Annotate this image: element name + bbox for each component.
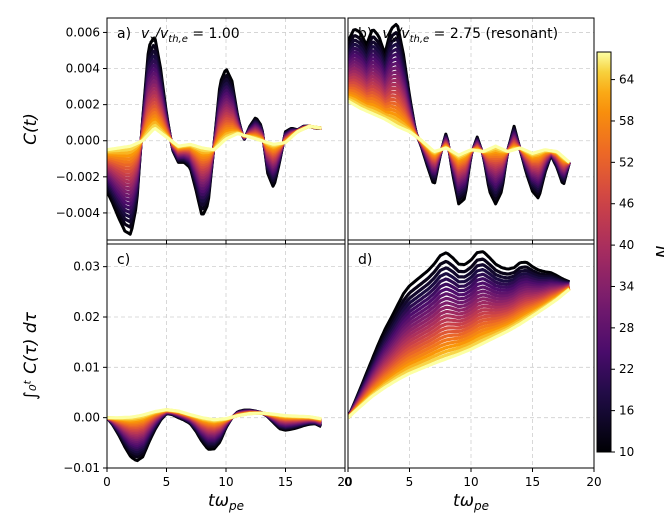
x-tick-label: 10 <box>463 475 478 489</box>
y-tick-label: 0.004 <box>66 62 100 76</box>
x-tick-label: 15 <box>525 475 540 489</box>
series-group <box>107 36 322 236</box>
y-tick-label: 0.006 <box>66 25 100 39</box>
x-axis-label: tωpe <box>208 491 244 513</box>
x-tick-label: 20 <box>586 475 601 489</box>
series-group <box>348 250 571 419</box>
y-tick-label: −0.01 <box>63 461 100 475</box>
series-line-N68 <box>348 288 571 419</box>
y-tick-label: 0.01 <box>73 360 100 374</box>
x-axis-label: tωpe <box>453 491 489 513</box>
x-tick-label: 0 <box>344 475 352 489</box>
x-tick-label: 10 <box>218 475 233 489</box>
series-line-N55 <box>348 286 571 419</box>
colorbar-tick-label: 40 <box>619 238 634 252</box>
y-tick-label: 0.03 <box>73 260 100 274</box>
series-group <box>348 23 571 206</box>
colorbar-tick-label: 16 <box>619 404 634 418</box>
x-tick-label: 5 <box>163 475 171 489</box>
colorbar-tick-label: 46 <box>619 197 634 211</box>
y-axis-label: C(t) <box>21 113 41 145</box>
panel-c: 0 5 10 15 20 tωpe 0.03 0.02 0.01 0.00 −0.01 ∫₀ᵗ C(τ… <box>21 243 353 513</box>
x-tick-label: 5 <box>406 475 414 489</box>
y-tick-label: 0.002 <box>66 98 100 112</box>
colorbar-gradient <box>596 51 612 453</box>
y-axis-label: ∫₀ᵗ C(τ) dτ <box>21 311 41 400</box>
series-line-N13 <box>348 257 570 419</box>
series-line-N68 <box>348 99 571 164</box>
panel-label-c: c) <box>117 252 130 268</box>
x-tick-label: 15 <box>278 475 293 489</box>
y-tick-label: −0.004 <box>56 206 100 220</box>
panel-d: 0 5 10 15 20 tωpe d) <box>344 243 602 513</box>
colorbar-label: N <box>651 246 664 259</box>
y-tick-label: 0.00 <box>73 411 100 425</box>
series-line-N10 <box>348 250 571 419</box>
colorbar-tick-label: 64 <box>619 73 634 87</box>
y-tick-label: −0.002 <box>56 170 100 184</box>
x-tick-label: 20 <box>337 475 352 489</box>
series-line-N68 <box>107 408 322 422</box>
colorbar-tick-label: 22 <box>619 362 634 376</box>
panel-a: 0.006 0.004 0.002 0.000 −0.002 −0.004 C(t) a) vx… <box>21 17 346 244</box>
x-tick-label: 0 <box>103 475 111 489</box>
y-tick-label: 0.000 <box>66 134 100 148</box>
colorbar-tick-label: 34 <box>619 279 634 293</box>
y-tick-label: 0.02 <box>73 310 100 324</box>
panel-label-b: b) vx/vth,e = 2.75 (resonant) <box>358 26 558 45</box>
series-line-N53 <box>348 286 571 419</box>
panel-label-d: d) <box>358 252 372 268</box>
colorbar-tick-label: 28 <box>619 321 634 335</box>
colorbar: 10 16 22 28 34 40 46 52 58 64 N <box>596 51 664 459</box>
colorbar-tick-label: 10 <box>619 445 634 459</box>
grid <box>348 18 594 240</box>
panel-label-a: a) vx/vth,e = 1.00 <box>117 26 240 45</box>
series-group <box>107 408 322 463</box>
series-line-N68 <box>107 124 322 152</box>
panel-b: b) vx/vth,e = 2.75 (resonant) <box>347 17 595 244</box>
colorbar-tick-label: 52 <box>619 155 634 169</box>
colorbar-tick-label: 58 <box>619 114 634 128</box>
